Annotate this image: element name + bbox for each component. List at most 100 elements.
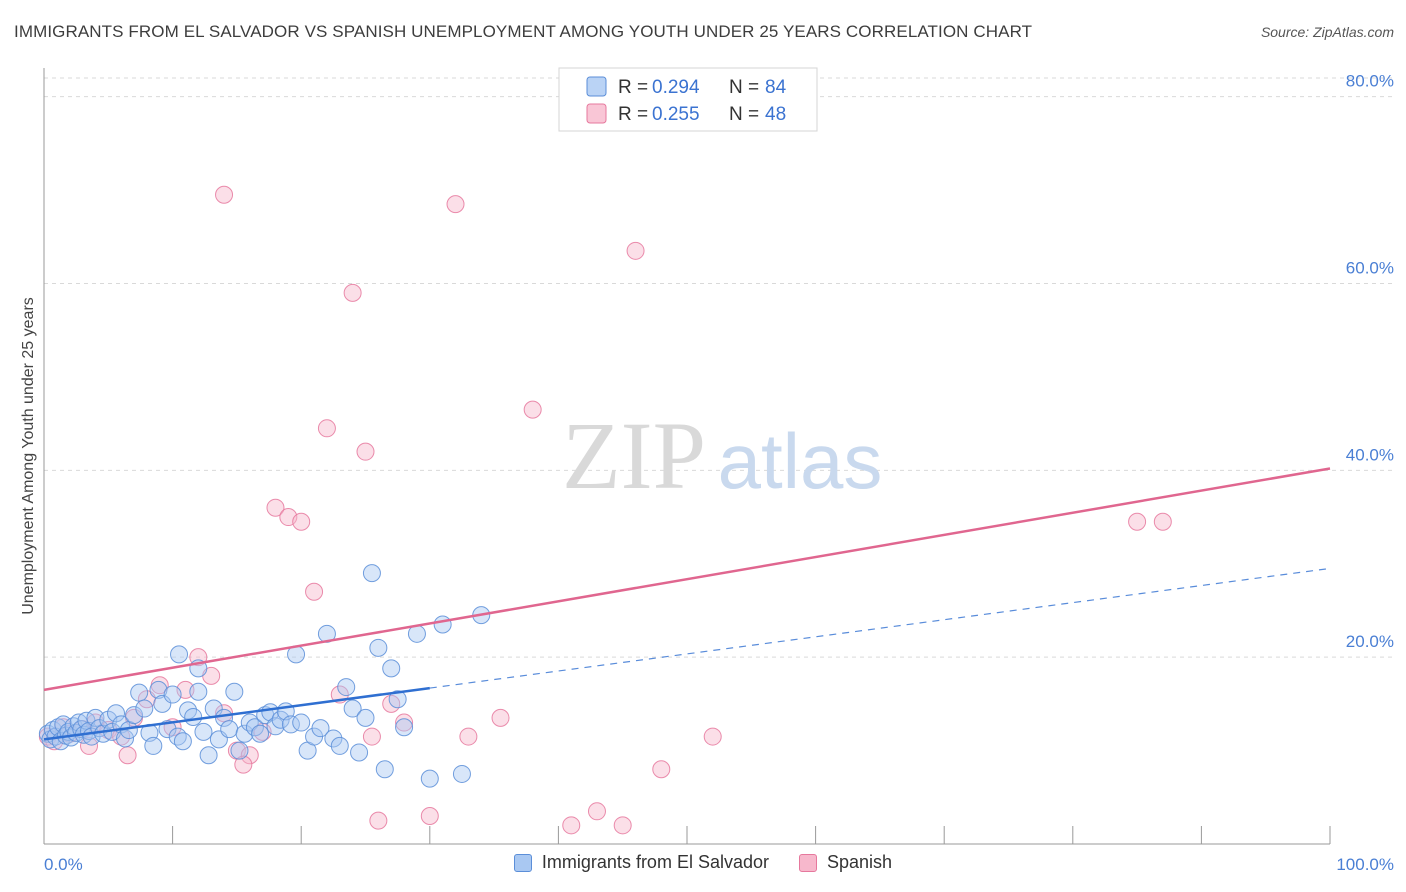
watermark-zip: ZIP — [562, 402, 706, 509]
spanish-point-35 — [523, 400, 542, 419]
spanish-point-17 — [240, 746, 259, 765]
spanish-point-19 — [266, 498, 285, 517]
y-tick-label-80: 80.0% — [1346, 72, 1394, 91]
spanish-point-38 — [613, 816, 632, 835]
legend-swatch-spanish — [799, 853, 817, 872]
el-salvador-point-34 — [158, 720, 177, 739]
legend-r-value-1: 0.294 — [652, 77, 700, 98]
trend-lines — [43, 467, 1331, 741]
el-salvador-point-60 — [292, 713, 311, 732]
el-salvador-point-71 — [362, 564, 381, 583]
el-salvador-point-49 — [235, 724, 254, 743]
spanish-point-26 — [356, 442, 375, 461]
spanish-trend — [43, 467, 1331, 692]
legend-item-el-salvador: Immigrants from El Salvador — [513, 852, 769, 873]
spanish-point-23 — [317, 419, 336, 438]
legend-label-el-salvador: Immigrants from El Salvador — [541, 852, 769, 872]
y-axis-title: Unemployment Among Youth under 25 years — [20, 297, 37, 615]
el-salvador-point-52 — [251, 724, 270, 743]
el-salvador-point-28 — [130, 683, 149, 702]
spanish-point-36 — [562, 816, 581, 835]
legend-n-label-1: N = — [729, 77, 759, 98]
el-salvador-point-68 — [343, 699, 362, 718]
spanish-point-44 — [215, 185, 234, 204]
spanish-point-28 — [369, 811, 388, 830]
spanish-point-22 — [305, 582, 324, 601]
el-salvador-point-63 — [311, 719, 330, 738]
spanish-point-30 — [395, 713, 414, 732]
y-tick-label-40: 40.0% — [1346, 445, 1394, 464]
legend-swatch-el-salvador — [513, 853, 532, 872]
el-salvador-point-27 — [125, 706, 144, 725]
el-salvador-point-76 — [395, 718, 414, 737]
legend-swatch-pink — [586, 103, 607, 124]
spanish-point-37 — [587, 802, 606, 821]
x-tick-label-min: 0.0% — [44, 855, 83, 874]
spanish-point-41 — [703, 727, 722, 746]
el-salvador-point-73 — [375, 760, 394, 779]
axes — [43, 68, 1331, 845]
spanish-point-43 — [1153, 512, 1172, 531]
el-salvador-point-46 — [220, 720, 239, 739]
gridlines — [44, 77, 1394, 658]
legend-r-label-2: R = — [618, 104, 648, 125]
spanish-point-47 — [118, 746, 137, 765]
el-salvador-trend-solid — [43, 686, 430, 741]
spanish-point-29 — [382, 694, 401, 713]
spanish-point-21 — [292, 512, 311, 531]
spanish-point-34 — [491, 708, 510, 727]
el-salvador-point-29 — [135, 699, 154, 718]
el-salvador-point-66 — [330, 736, 349, 755]
spanish-point-25 — [343, 283, 362, 302]
legend-n-label-2: N = — [729, 104, 759, 125]
spanish-point-45 — [234, 755, 253, 774]
el-salvador-point-72 — [369, 638, 388, 657]
legend-r-label-1: R = — [618, 77, 648, 98]
el-salvador-point-31 — [144, 736, 163, 755]
spanish-point-40 — [652, 760, 671, 779]
el-salvador-point-23 — [107, 704, 126, 723]
el-salvador-point-74 — [382, 659, 401, 678]
chart-title: IMMIGRANTS FROM EL SALVADOR VS SPANISH U… — [14, 22, 1033, 41]
y-tick-label-60: 60.0% — [1346, 259, 1394, 278]
el-salvador-point-65 — [324, 729, 343, 748]
y-tick-labels: 20.0% 40.0% 60.0% 80.0% — [1346, 72, 1394, 651]
el-salvador-point-78 — [420, 769, 439, 788]
el-salvador-point-67 — [337, 678, 356, 697]
el-salvador-point-75 — [388, 690, 407, 709]
spanish-point-42 — [1128, 512, 1147, 531]
el-salvador-point-33 — [153, 694, 172, 713]
el-salvador-point-48 — [230, 741, 249, 760]
legend-n-value-2: 48 — [765, 104, 786, 125]
el-salvador-point-37 — [173, 732, 192, 751]
legend-n-value-1: 84 — [765, 77, 787, 98]
spanish-point-31 — [420, 806, 439, 825]
el-salvador-point-79 — [433, 615, 452, 634]
watermark-atlas: atlas — [718, 417, 883, 505]
legend-r-value-2: 0.255 — [652, 104, 700, 125]
el-salvador-point-39 — [184, 707, 203, 726]
legend-item-spanish: Spanish — [799, 852, 892, 873]
correlation-legend: R = 0.294 N = 84 R = 0.255 N = 48 — [558, 67, 818, 132]
el-salvador-trend-dashed — [429, 567, 1331, 689]
legend-label-spanish: Spanish — [827, 852, 893, 872]
watermark: ZIP atlas — [562, 402, 882, 509]
el-salvador-point-70 — [356, 708, 375, 727]
el-salvador-point-47 — [225, 682, 244, 701]
spanish-point-32 — [446, 195, 465, 214]
el-salvador-point-25 — [116, 729, 135, 748]
el-salvador-point-56 — [271, 710, 290, 729]
legend-swatch-blue — [586, 76, 607, 97]
el-salvador-point-83 — [170, 645, 189, 664]
spanish-point-27 — [362, 727, 381, 746]
y-tick-label-20: 20.0% — [1346, 632, 1394, 651]
chart-source: Source: ZipAtlas.com — [1260, 24, 1394, 40]
el-salvador-point-35 — [163, 685, 182, 704]
el-salvador-points — [38, 564, 491, 788]
el-salvador-point-40 — [189, 682, 208, 701]
el-salvador-point-41 — [194, 722, 213, 741]
el-salvador-point-69 — [350, 743, 369, 762]
spanish-point-33 — [459, 727, 478, 746]
el-salvador-point-42 — [199, 746, 218, 765]
